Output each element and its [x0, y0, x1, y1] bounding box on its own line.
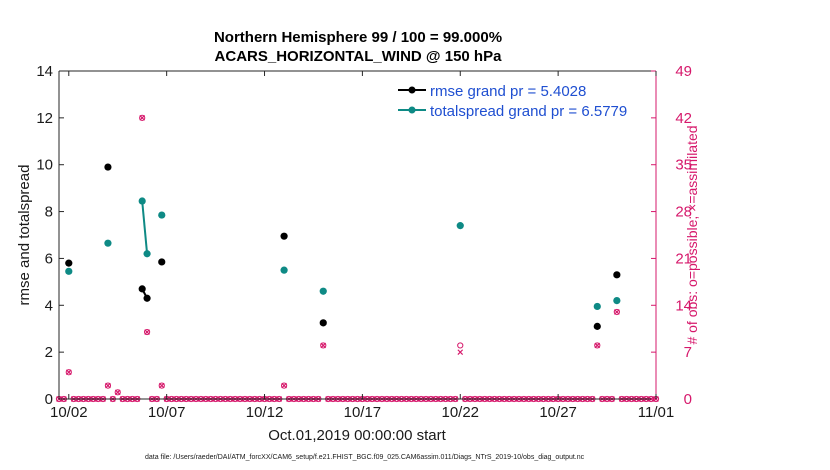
- totalspread-point: [456, 222, 464, 230]
- y-axis-label-right: # of obs: o=possible; ×=assimilated: [684, 125, 700, 344]
- y-tick-label-left: 6: [45, 250, 53, 267]
- obs-assimilated-marker: [144, 329, 150, 335]
- y-tick-label-right: 35: [675, 157, 692, 174]
- y-tick-label-right: 42: [675, 110, 692, 127]
- obs-assimilated-marker: [320, 342, 327, 349]
- obs-possible-marker: [457, 342, 464, 349]
- rmse-point: [143, 294, 151, 302]
- obs-assimilated-marker: [594, 342, 601, 349]
- plot-area: [59, 71, 656, 399]
- totalspread-point: [593, 302, 601, 311]
- obs-possible-marker: [143, 328, 151, 336]
- y-tick-label-left: 8: [45, 204, 53, 221]
- y-tick-label-left: 10: [36, 157, 53, 174]
- rmse-point: [104, 163, 112, 171]
- obs-possible-marker: [594, 342, 601, 349]
- x-tick-label: 11/01: [638, 404, 674, 421]
- y-tick-label-left: 14: [36, 63, 53, 80]
- totalspread-line-segment: [141, 200, 149, 254]
- legend-box: [394, 79, 650, 121]
- rmse-point: [158, 258, 166, 266]
- obs-assimilated-marker: [614, 309, 620, 315]
- obs-possible-marker: [280, 382, 288, 389]
- y-tick-label-right: 28: [675, 204, 692, 221]
- chart-title-line1: Northern Hemisphere 99 / 100 = 99.000%: [214, 29, 502, 46]
- y-tick-label-right: 7: [684, 344, 692, 361]
- totalspread-point: [65, 267, 73, 275]
- rmse-point: [65, 259, 73, 267]
- totalspread-point: [143, 250, 151, 258]
- obs-assimilated-marker: [158, 382, 165, 389]
- x-tick-label: 10/12: [246, 404, 284, 421]
- obs-possible-marker: [114, 389, 121, 396]
- obs-assimilated-marker: [139, 115, 146, 121]
- rmse-point: [613, 271, 621, 279]
- y-tick-label-left: 12: [36, 110, 53, 127]
- obs-possible-marker: [104, 382, 112, 389]
- obs-assimilated-marker: [105, 382, 111, 389]
- obs-possible-marker: [320, 342, 327, 349]
- y-tick-label-right: 49: [675, 63, 692, 80]
- totalspread-point: [613, 297, 621, 305]
- obs-assimilated-marker: [281, 382, 287, 389]
- rmse-point: [319, 319, 327, 327]
- y-tick-label-right: 0: [684, 391, 692, 408]
- rmse-point: [138, 285, 146, 293]
- y-tick-label-left: 4: [45, 297, 53, 314]
- data-file-footnote: data file: /Users/raeder/DAI/ATM_forcXX/…: [145, 454, 585, 461]
- x-tick-label: 10/22: [441, 404, 479, 421]
- obs-assimilated-marker: [65, 369, 72, 376]
- series-layer: [65, 163, 621, 330]
- legend-spread-marker: [408, 106, 416, 114]
- totalspread-point: [280, 266, 288, 274]
- obs-possible-marker: [65, 369, 72, 376]
- totalspread-point: [158, 211, 166, 219]
- obs-assimilated-marker: [457, 349, 464, 355]
- totalspread-point: [104, 239, 112, 247]
- x-tick-label: 10/27: [539, 404, 577, 421]
- rmse-point: [593, 322, 601, 330]
- x-tick-label: 10/02: [50, 404, 88, 421]
- legend-rmse-marker: [408, 86, 416, 94]
- y-tick-label-left: 2: [45, 344, 53, 361]
- chart-title-line2: ACARS_HORIZONTAL_WIND @ 150 hPa: [215, 48, 503, 65]
- totalspread-point: [319, 287, 327, 295]
- x-axis-label: Oct.01,2019 00:00:00 start: [268, 427, 446, 444]
- totalspread-point: [138, 197, 146, 205]
- legend-rmse-label: rmse grand pr = 5.4028: [430, 83, 586, 100]
- x-tick-label: 10/07: [148, 404, 186, 421]
- y-tick-label-right: 14: [675, 297, 692, 314]
- legend: rmse grand pr = 5.4028 totalspread grand…: [394, 79, 650, 121]
- obs-possible-marker: [158, 382, 165, 389]
- y-tick-label-right: 21: [675, 250, 692, 267]
- axes-layer: [58, 70, 657, 400]
- y-axis-label-left: rmse and totalspread: [16, 165, 33, 306]
- x-tick-label: 10/17: [344, 404, 382, 421]
- ticks-layer: 0 2 4 6 8 10 12 14 0 7 14 21 28 35 42 49 10/02 10/07 10/12…: [36, 63, 692, 421]
- rmse-point: [280, 232, 288, 240]
- obs-assimilated-marker: [114, 389, 121, 396]
- obs-possible-marker: [139, 114, 146, 121]
- y-tick-label-left: 0: [45, 391, 53, 408]
- legend-spread-label: totalspread grand pr = 6.5779: [430, 103, 627, 120]
- obs-possible-marker: [613, 308, 620, 316]
